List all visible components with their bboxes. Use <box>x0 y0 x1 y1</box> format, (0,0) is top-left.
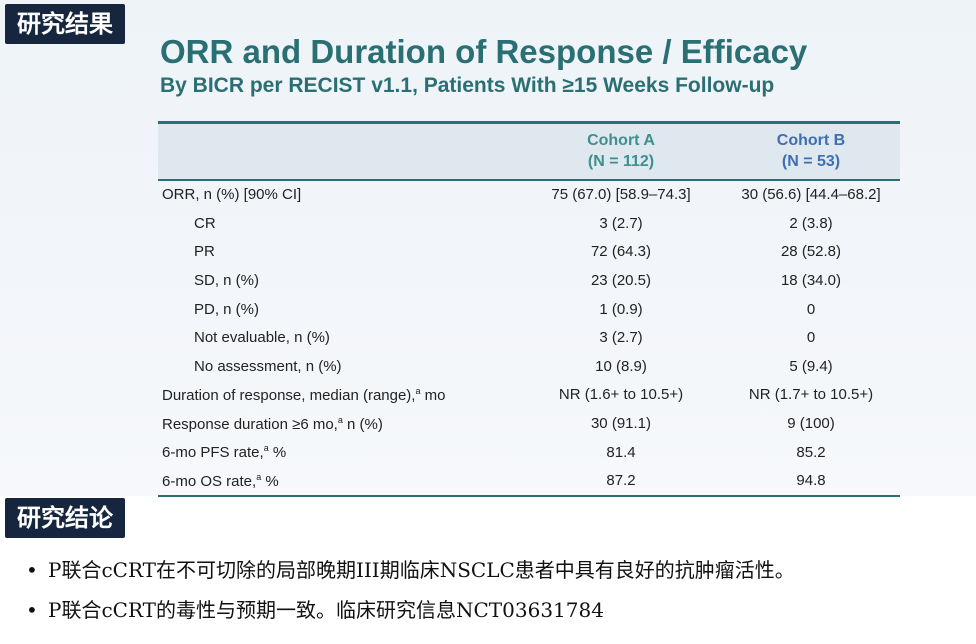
table-row: Response duration ≥6 mo,a n (%) 30 (91.1… <box>158 409 900 438</box>
cohort-b-value: 5 (9.4) <box>789 357 833 375</box>
bullet-icon: • <box>26 558 38 582</box>
table-row: SD, n (%) 23 (20.5) 18 (34.0) <box>158 266 900 295</box>
cohort-a-value: 23 (20.5) <box>590 272 652 290</box>
cohort-a-value: 75 (67.0) [58.9–74.3] <box>551 186 691 204</box>
table-row: 6-mo OS rate,a % 87.2 94.8 <box>158 466 900 498</box>
results-section-label: 研究结果 <box>5 4 125 44</box>
slide-subtitle: By BICR per RECIST v1.1, Patients With ≥… <box>160 74 775 97</box>
row-label-suffix: % <box>268 444 287 462</box>
list-item: • P联合cCRT在不可切除的局部晚期III期临床NSCLC患者中具有良好的抗肿瘤… <box>26 550 795 590</box>
row-label-suffix: % <box>261 472 279 490</box>
row-label-suffix: mo <box>420 386 446 404</box>
cohort-b-value: 30 (56.6) [44.4–68.2] <box>741 186 881 204</box>
efficacy-table: Cohort A (N = 112) Cohort B (N = 53) ORR… <box>158 121 900 498</box>
cohort-a-value: 1 (0.9) <box>599 300 643 318</box>
row-label: PR <box>194 243 215 261</box>
row-label-text: Response duration ≥6 mo, <box>162 415 338 433</box>
table-row: PD, n (%) 1 (0.9) 0 <box>158 295 900 324</box>
table-row: PR 72 (64.3) 28 (52.8) <box>158 238 900 267</box>
cohort-a-value: 3 (2.7) <box>599 329 643 347</box>
cohort-a-n: (N = 112) <box>587 153 655 171</box>
cohort-b-name: Cohort B <box>776 132 846 150</box>
row-label-text: Duration of response, median (range), <box>162 386 416 404</box>
row-label: SD, n (%) <box>194 272 260 290</box>
cohort-a-value: 81.4 <box>606 443 636 461</box>
cohort-b-value: 94.8 <box>722 466 900 498</box>
slide-panel <box>0 0 976 496</box>
table-header-row: Cohort A (N = 112) Cohort B (N = 53) <box>158 121 900 181</box>
cohort-b-value: 0 <box>806 300 816 318</box>
footnote-marker: a <box>256 471 262 482</box>
row-label: CR <box>194 214 216 232</box>
cohort-b-n: (N = 53) <box>781 153 841 171</box>
table-row: CR 3 (2.7) 2 (3.8) <box>158 209 900 238</box>
row-label-text: 6-mo PFS rate, <box>162 444 264 462</box>
table-row: Not evaluable, n (%) 3 (2.7) 0 <box>158 323 900 352</box>
conclusion-section-label: 研究结论 <box>5 498 125 538</box>
slide-title: ORR and Duration of Response / Efficacy <box>160 33 808 70</box>
conclusion-text: P联合cCRT在不可切除的局部晚期III期临床NSCLC患者中具有良好的抗肿瘤活… <box>48 558 795 582</box>
footnote-marker: a <box>337 414 343 425</box>
conclusion-list: • P联合cCRT在不可切除的局部晚期III期临床NSCLC患者中具有良好的抗肿瘤… <box>26 550 795 630</box>
table-row: 6-mo PFS rate,a % 81.4 85.2 <box>158 438 900 467</box>
row-label-suffix: n (%) <box>342 415 383 433</box>
row-label: Response duration ≥6 mo,a n (%) <box>158 409 520 438</box>
footnote-marker: a <box>415 385 421 396</box>
table-row: No assessment, n (%) 10 (8.9) 5 (9.4) <box>158 352 900 381</box>
cohort-b-value: 0 <box>806 329 816 347</box>
list-item: • P联合cCRT的毒性与预期一致。临床研究信息NCT03631784 <box>26 590 795 630</box>
conclusion-text: P联合cCRT的毒性与预期一致。临床研究信息NCT03631784 <box>48 598 604 622</box>
table-row: Duration of response, median (range),a m… <box>158 381 900 410</box>
cohort-a-value: 87.2 <box>520 466 722 498</box>
table-row: ORR, n (%) [90% CI] 75 (67.0) [58.9–74.3… <box>158 180 900 210</box>
cohort-a-header: Cohort A (N = 112) <box>520 121 722 181</box>
cohort-a-value: 30 (91.1) <box>590 415 652 433</box>
row-label: No assessment, n (%) <box>194 357 342 375</box>
cohort-b-value: 28 (52.8) <box>780 243 842 261</box>
row-label: ORR, n (%) [90% CI] <box>162 186 302 204</box>
cohort-a-value: NR (1.6+ to 10.5+) <box>558 386 684 404</box>
cohort-b-value: 18 (34.0) <box>780 272 842 290</box>
row-label: Duration of response, median (range),a m… <box>158 381 520 410</box>
cohort-b-value: NR (1.7+ to 10.5+) <box>748 386 874 404</box>
cohort-a-value: 3 (2.7) <box>599 214 643 232</box>
footnote-marker: a <box>263 443 269 454</box>
row-label: PD, n (%) <box>194 300 260 318</box>
label-column-header <box>158 121 520 181</box>
cohort-a-value: 10 (8.9) <box>595 357 647 375</box>
cohort-b-value: 85.2 <box>796 443 826 461</box>
cohort-b-value: 2 (3.8) <box>789 214 833 232</box>
cohort-a-name: Cohort A <box>587 132 655 150</box>
row-label-text: 6-mo OS rate, <box>162 472 257 490</box>
cohort-a-value: 72 (64.3) <box>590 243 652 261</box>
cohort-b-value: 9 (100) <box>787 415 835 433</box>
row-label: Not evaluable, n (%) <box>194 329 330 347</box>
cohort-b-header: Cohort B (N = 53) <box>722 121 900 181</box>
row-label: 6-mo OS rate,a % <box>158 466 520 498</box>
bullet-icon: • <box>26 598 38 622</box>
row-label: 6-mo PFS rate,a % <box>158 438 520 467</box>
